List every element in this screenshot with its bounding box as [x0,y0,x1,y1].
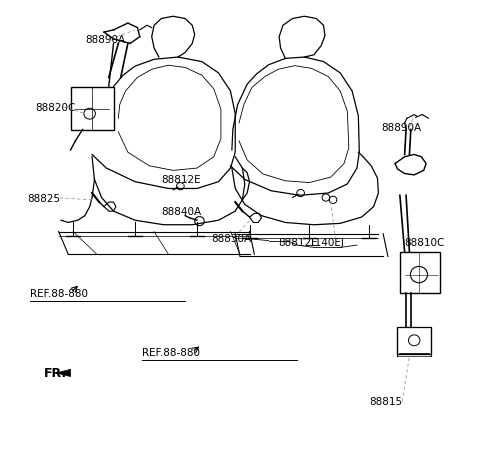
Text: 88840A: 88840A [161,207,202,217]
Text: 88810C: 88810C [405,237,445,247]
Text: 88812E: 88812E [161,175,201,185]
Text: 88820C: 88820C [35,103,75,113]
Text: REF.88-880: REF.88-880 [30,288,88,298]
Bar [400,253,441,293]
Text: 88830A: 88830A [211,234,252,244]
Text: 88825: 88825 [28,193,61,203]
Text: 88890A: 88890A [381,123,421,133]
Text: REF.88-880: REF.88-880 [142,347,200,357]
Text: FR.: FR. [44,367,68,379]
Text: 88812E: 88812E [278,237,318,247]
Bar [71,87,114,130]
Bar [397,327,431,354]
Text: 1140EJ: 1140EJ [309,237,345,247]
Circle shape [195,217,204,226]
Text: 88815: 88815 [369,397,402,407]
Text: 88890A: 88890A [85,35,125,45]
Polygon shape [56,369,71,377]
